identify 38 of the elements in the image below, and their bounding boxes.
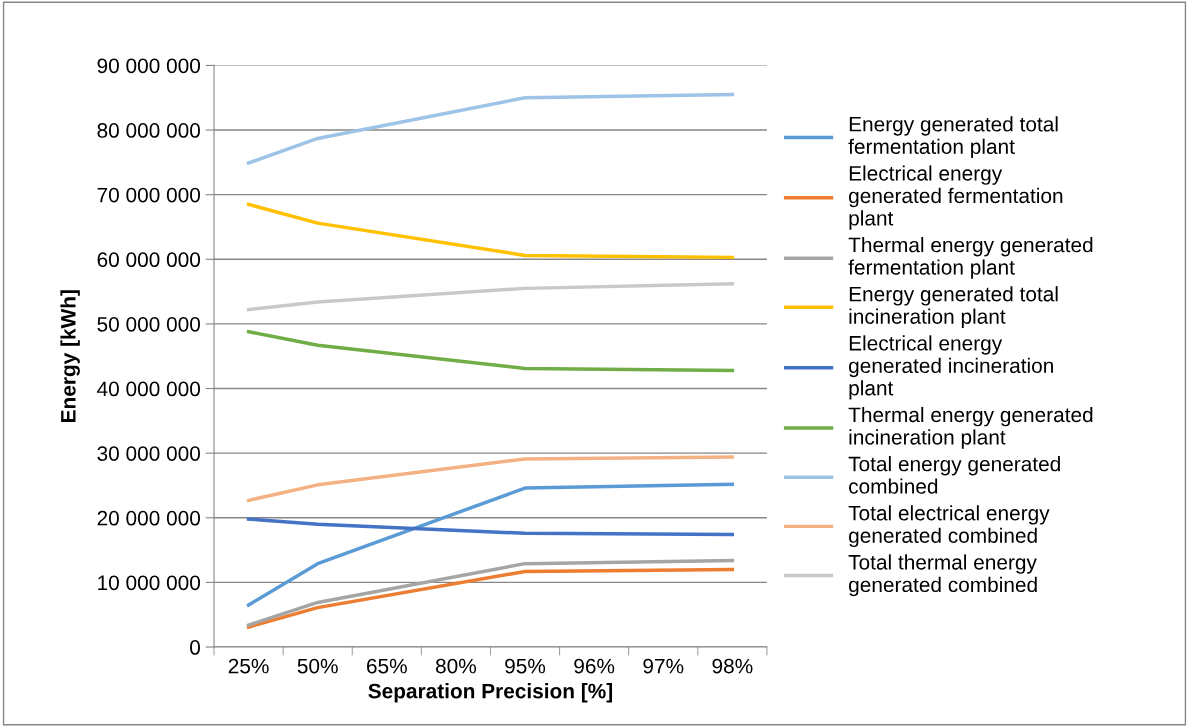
x-tick-label: 96% (574, 658, 615, 674)
y-tick-label: 30 000 000 (97, 446, 201, 461)
x-tick-label: 65% (367, 658, 407, 674)
legend-label: Thermal energy generated fermentation plant (848, 236, 1093, 279)
line-series (246, 455, 735, 503)
line-series (246, 329, 735, 373)
x-tick-label: 80% (435, 658, 477, 674)
legend-label: Thermal energy generated incineration plant (848, 406, 1093, 449)
legend-label: Total energy generated combined (848, 456, 1060, 494)
legend-label: Electrical energy generated incineration plant (849, 335, 1053, 400)
y-tick-label: 40 000 000 (97, 381, 201, 397)
y-tick-label: 20 000 000 (97, 510, 201, 526)
y-tick-label: 70 000 000 (97, 187, 201, 203)
line-series (246, 517, 735, 537)
x-tick-label: 97% (643, 658, 684, 674)
line-series (246, 282, 735, 312)
y-tick-label: 50 000 000 (97, 316, 201, 332)
x-tick-label: 98% (712, 658, 753, 674)
line-series (246, 567, 735, 629)
legend-label: Energy generated total incineration plant (849, 286, 1058, 329)
line-series (246, 92, 735, 165)
legend-label: Energy generated total fermentation plant (848, 116, 1058, 159)
y-axis-title: Energy [kWh] (60, 290, 80, 422)
x-axis-title: Separation Precision [%] (368, 683, 613, 703)
x-tick-label: 95% (505, 658, 546, 674)
y-tick-label: 0 (190, 640, 201, 655)
legend-label: Total electrical energy generated combined (848, 505, 1050, 548)
x-tick-label: 25% (228, 658, 269, 674)
y-tick-label: 80 000 000 (97, 123, 201, 138)
line-series (246, 482, 735, 607)
x-tick-label: 50% (297, 658, 338, 674)
line-series (246, 558, 735, 627)
legend-label: Total thermal energy generated combined (848, 554, 1037, 597)
legend-label: Electrical energy generated fermentation plant (849, 165, 1063, 230)
y-tick-label: 90 000 000 (97, 58, 201, 74)
line-series (246, 202, 735, 260)
y-tick-label: 60 000 000 (97, 252, 201, 268)
y-tick-label: 10 000 000 (98, 575, 201, 591)
